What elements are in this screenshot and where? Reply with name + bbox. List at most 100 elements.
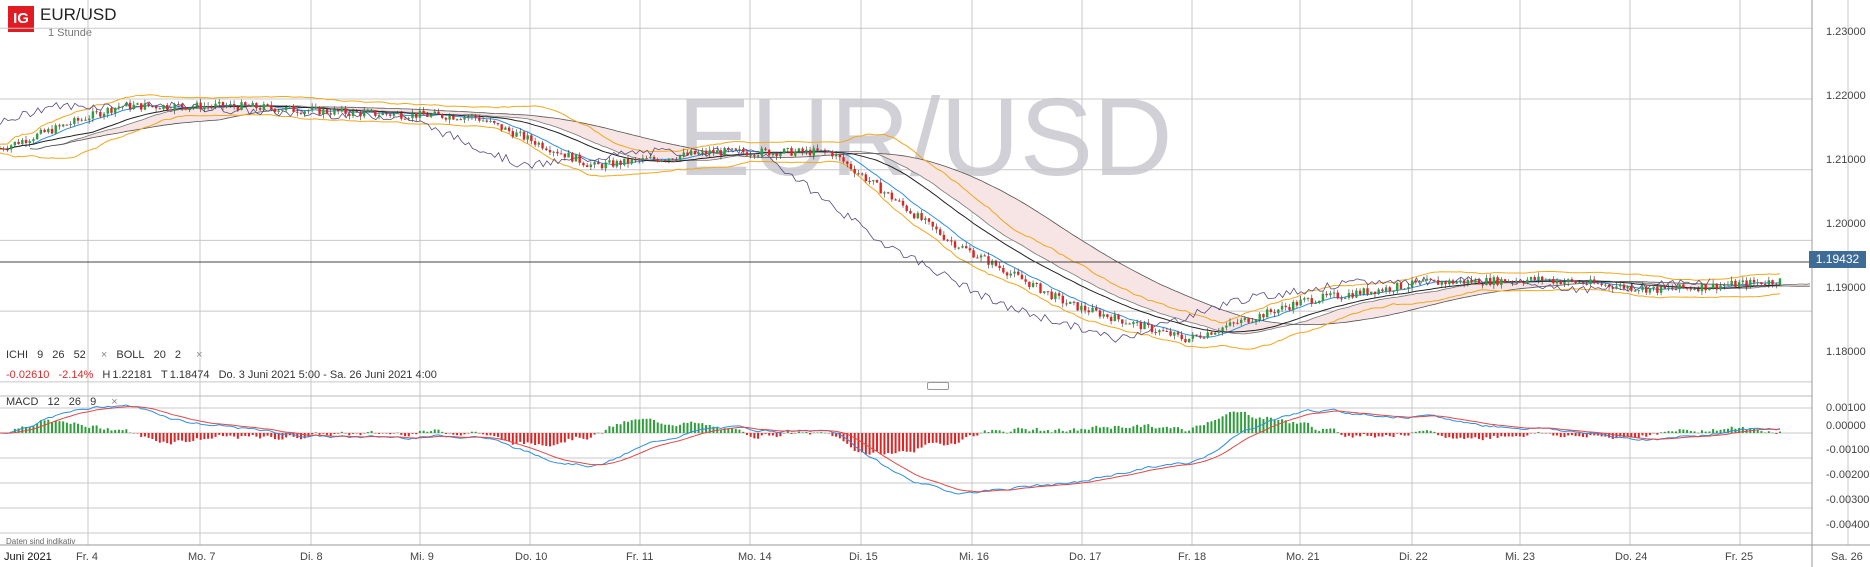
candle-body <box>1284 305 1287 308</box>
candle-body <box>169 109 173 111</box>
macd-bar <box>1451 433 1454 439</box>
candle-body <box>441 114 444 118</box>
candle-body <box>463 117 466 120</box>
candle-body <box>827 151 830 153</box>
boll-remove-icon[interactable]: × <box>196 349 203 361</box>
macd-bar <box>110 430 113 433</box>
boll-indicator[interactable]: BOLL 20 2 <box>116 349 190 361</box>
interval-label[interactable]: 1 Stunde <box>48 27 93 39</box>
macd-bar <box>1121 427 1124 433</box>
candle-body <box>1291 301 1295 310</box>
candle-body <box>143 103 147 110</box>
candle-body <box>270 105 273 109</box>
pane-resize-handle[interactable] <box>927 382 949 390</box>
candle-body <box>1057 293 1061 296</box>
candle-body <box>411 113 414 119</box>
candle-body <box>998 265 1001 269</box>
candle-body <box>533 141 537 145</box>
macd-bar <box>1091 426 1094 433</box>
candle-body <box>1132 322 1135 325</box>
candle-body <box>1730 280 1733 285</box>
candle-body <box>140 103 143 110</box>
ichi-indicator[interactable]: ICHI 9 26 52 <box>6 349 95 361</box>
macd-bar <box>1359 433 1362 437</box>
symbol-title[interactable]: EUR/USD <box>40 5 117 24</box>
candle-body <box>452 115 455 120</box>
candle-body <box>1017 271 1020 275</box>
macd-bar <box>1671 431 1674 433</box>
macd-bar <box>1700 430 1703 433</box>
candle-body <box>1455 281 1458 284</box>
time-tick: Fr. 11 <box>626 551 654 563</box>
macd-bar <box>913 433 916 453</box>
macd-bar <box>983 430 986 433</box>
candle-body <box>1340 298 1343 300</box>
macd-bar <box>801 432 804 433</box>
candle-body <box>329 113 332 115</box>
macd-bar <box>147 433 150 438</box>
candle-body <box>1711 283 1715 289</box>
candle-body <box>849 163 853 169</box>
candle-body <box>1213 332 1217 335</box>
candle-body <box>1143 322 1146 330</box>
macd-bar <box>686 422 689 433</box>
candle-body <box>203 106 206 110</box>
boll-lower <box>0 114 1781 350</box>
macd-bar <box>723 428 726 433</box>
macd-bar <box>1299 422 1302 433</box>
candle-body <box>775 152 778 157</box>
macd-bar <box>675 426 678 433</box>
candle-body <box>1492 277 1496 285</box>
macd-bar <box>1585 433 1588 438</box>
candle-body <box>91 111 95 119</box>
candle-body <box>1009 273 1012 276</box>
candle-body <box>17 141 20 145</box>
macd-bar <box>1232 411 1235 433</box>
macd-bar <box>846 433 849 444</box>
candle-body <box>255 103 258 109</box>
macd-indicator[interactable]: MACD 12 26 9 <box>6 396 105 408</box>
macd-bar <box>727 428 730 433</box>
macd-bar <box>522 433 525 444</box>
macd-bar <box>1771 432 1774 434</box>
candle-body <box>437 111 440 115</box>
candle-body <box>229 103 232 106</box>
macd-bar <box>1024 429 1027 433</box>
candle-body <box>247 105 251 107</box>
candle-body <box>113 107 117 113</box>
macd-bar <box>608 426 611 433</box>
macd-remove-icon[interactable]: × <box>111 396 118 408</box>
candle-body <box>448 115 451 120</box>
candle-body <box>1306 298 1310 300</box>
macd-bar <box>363 433 366 434</box>
macd-bar <box>1611 433 1614 439</box>
candle-body <box>1351 293 1354 298</box>
macd-bar <box>916 433 919 449</box>
candle-body <box>351 110 355 116</box>
candle-body <box>1039 283 1042 293</box>
macd-bar <box>430 431 433 433</box>
macd-bar <box>690 421 693 433</box>
macd-bar <box>1496 433 1499 438</box>
candle-body <box>166 105 169 110</box>
candle-body <box>1310 298 1313 304</box>
macd-bar <box>790 433 793 434</box>
macd-bar <box>1533 433 1536 434</box>
macd-bar <box>1251 417 1254 433</box>
macd-bar <box>883 433 886 455</box>
candle-body <box>942 234 946 240</box>
macd-bar <box>1544 433 1547 434</box>
candle-body <box>218 101 221 104</box>
candle-body <box>225 105 228 107</box>
macd-bar <box>1214 419 1217 433</box>
macd-bar <box>1002 431 1005 433</box>
candle-body <box>1388 287 1392 292</box>
candle-body <box>1778 278 1782 285</box>
macd-bar <box>760 433 763 436</box>
ichi-remove-icon[interactable]: × <box>100 349 108 361</box>
macd-bar <box>288 433 291 436</box>
candle-body <box>1622 284 1626 289</box>
candle-body <box>738 149 741 151</box>
candle-body <box>1065 303 1068 305</box>
